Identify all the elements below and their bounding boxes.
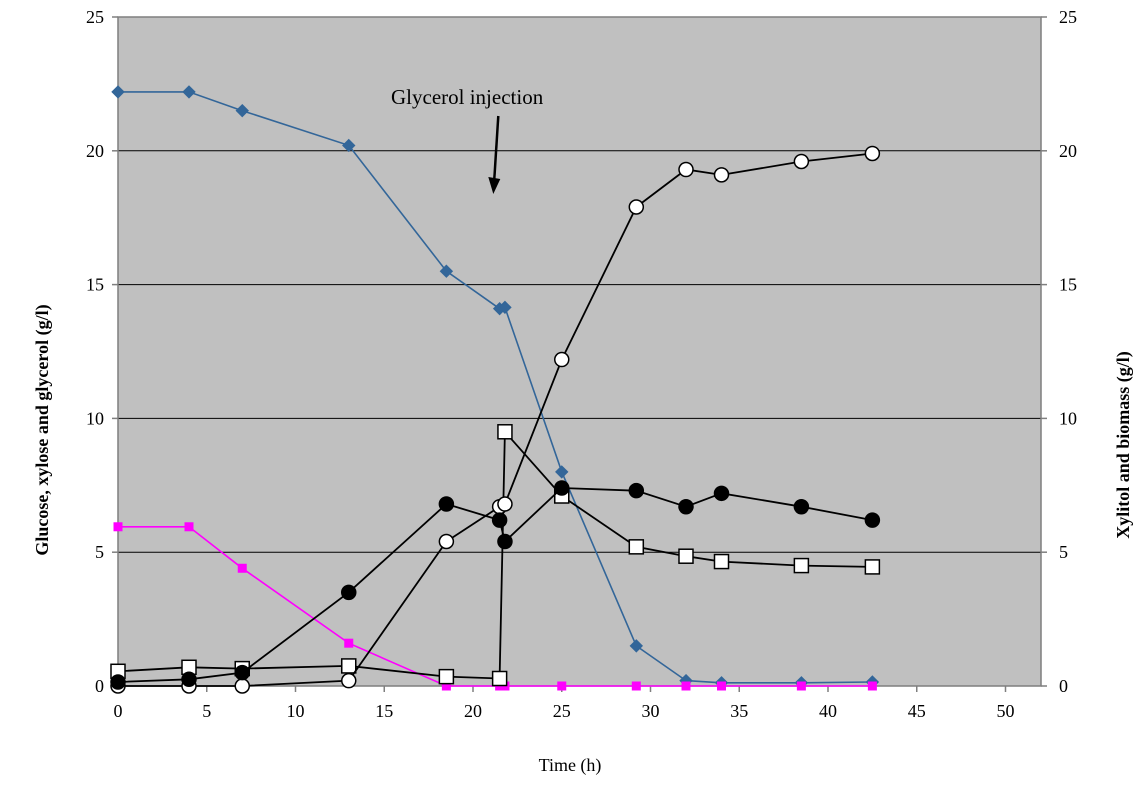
open-square-point: [341, 658, 357, 674]
filled-circle-point: [181, 671, 197, 688]
diamond-point: [235, 103, 249, 118]
open-circle-point: [234, 678, 250, 694]
square-point: [237, 563, 247, 573]
right-y-axis-label: Xylitol and biomass (g/l): [1113, 351, 1134, 539]
diamond-point: [111, 85, 125, 99]
left-y-axis-ticks: 0 5 10 15 20 25: [86, 7, 118, 696]
x-tick-label: 40: [819, 701, 837, 721]
right-y-tick-label: 20: [1059, 141, 1077, 161]
square-point: [184, 522, 194, 532]
open-circle-point: [793, 153, 810, 170]
right-y-tick-label: 0: [1059, 676, 1068, 696]
open-circle-point: [713, 167, 730, 183]
square-point: [113, 522, 123, 532]
diamond-point: [555, 465, 569, 479]
square-point: [796, 681, 806, 691]
left-y-tick-label: 25: [86, 7, 104, 27]
filled-circle-point: [678, 498, 694, 515]
square-point: [867, 681, 877, 691]
left-y-tick-label: 15: [86, 275, 104, 295]
filled-circle-point: [234, 664, 250, 681]
left-y-tick-label: 5: [95, 542, 104, 562]
x-tick-label: 35: [730, 701, 748, 721]
left-y-axis-label: Glucose, xylose and glycerol (g/l): [32, 304, 53, 555]
plot-background: [118, 17, 1041, 686]
x-tick-label: 50: [997, 701, 1015, 721]
x-tick-label: 15: [375, 701, 393, 721]
right-y-tick-label: 25: [1059, 7, 1077, 27]
x-tick-label: 30: [642, 701, 660, 721]
left-y-tick-label: 20: [86, 141, 104, 161]
series-layer: [110, 85, 881, 694]
x-axis-label: Time (h): [539, 755, 602, 776]
open-square-point: [713, 553, 730, 570]
gridlines: [118, 150, 1041, 553]
open-square-point: [497, 424, 513, 440]
open-circle-point: [554, 351, 570, 368]
annotation-text: Glycerol injection: [391, 85, 544, 109]
diamond-point: [182, 85, 196, 99]
right-y-axis-ticks: 0 5 10 15 20 25: [1041, 7, 1077, 696]
filled-circle-point: [713, 485, 730, 502]
diamond-point: [498, 300, 512, 315]
square-point: [681, 681, 691, 691]
open-square-point: [628, 539, 645, 555]
open-circle-point: [497, 496, 513, 512]
glycerol-injection-annotation: Glycerol injection: [391, 85, 544, 194]
diamond-point: [342, 138, 356, 153]
square-point: [631, 681, 641, 691]
open-circle-point: [438, 533, 455, 550]
open-square-point: [864, 559, 881, 575]
right-y-tick-label: 15: [1059, 275, 1077, 295]
right-y-tick-label: 5: [1059, 542, 1068, 562]
x-axis-ticks: 0 5 10 15 20 25 30 35 40 45 50: [114, 686, 1015, 721]
square-point: [717, 681, 726, 691]
annotation-arrow-head: [488, 176, 501, 194]
open-square-point: [793, 557, 810, 574]
left-y-tick-label: 10: [86, 408, 104, 428]
open-circle-point: [341, 672, 357, 689]
diamond-point: [439, 264, 454, 278]
square-point: [344, 638, 354, 648]
x-tick-label: 0: [114, 701, 123, 721]
square-point: [557, 681, 567, 691]
open-square-point: [438, 668, 455, 685]
open-circle-point: [864, 145, 881, 162]
open-circle-point: [678, 161, 694, 178]
open-circle-point: [628, 199, 645, 215]
series-4: [110, 480, 881, 690]
filled-circle-point: [341, 584, 357, 601]
right-y-tick-label: 10: [1059, 408, 1077, 428]
filled-circle-point: [491, 512, 508, 528]
filled-circle-point: [110, 674, 126, 690]
filled-circle-point: [628, 482, 645, 499]
diamond-point: [629, 639, 644, 653]
filled-circle-point: [864, 512, 881, 528]
filled-circle-point: [438, 496, 455, 512]
x-tick-label: 25: [553, 701, 571, 721]
left-y-tick-label: 0: [95, 676, 104, 696]
x-tick-label: 20: [464, 701, 482, 721]
x-tick-label: 45: [908, 701, 926, 721]
filled-circle-point: [793, 498, 810, 515]
open-square-point: [678, 548, 694, 564]
x-tick-label: 5: [202, 701, 211, 721]
filled-circle-point: [554, 480, 570, 496]
open-square-point: [491, 670, 508, 687]
annotation-arrow: [493, 115, 500, 180]
x-tick-label: 10: [287, 701, 305, 721]
filled-circle-point: [497, 533, 513, 550]
